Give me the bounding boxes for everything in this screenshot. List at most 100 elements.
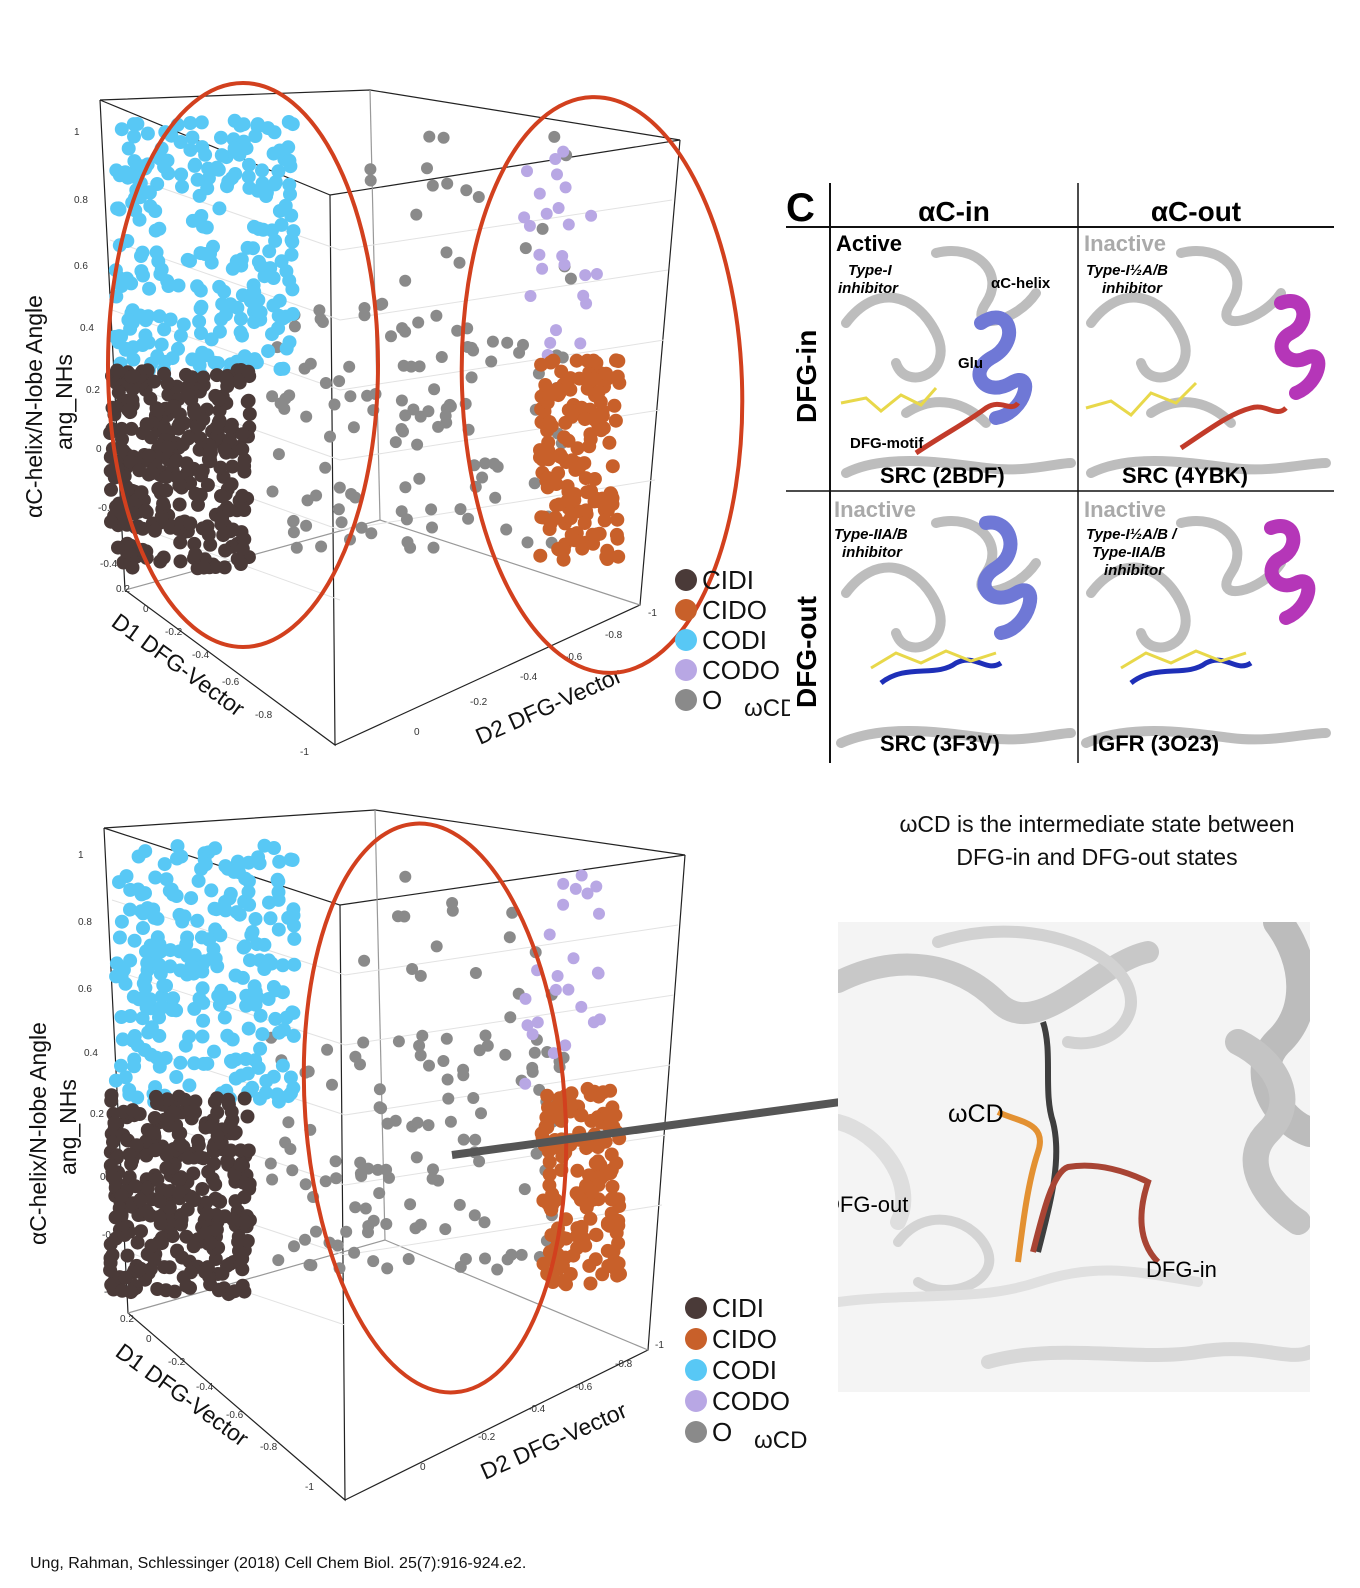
point-o <box>361 389 374 402</box>
point-o <box>404 1198 417 1211</box>
point-codi <box>130 1090 145 1105</box>
point-o <box>319 377 332 389</box>
y-tick: -1 <box>655 1340 664 1351</box>
point-cidi <box>195 1182 210 1196</box>
point-cido <box>588 1156 603 1171</box>
z-tick: 0.4 <box>80 323 94 334</box>
dfg-motif-ribbon <box>1129 657 1253 686</box>
point-o <box>426 1172 439 1185</box>
point-codi <box>138 980 153 995</box>
point-codi <box>282 335 297 350</box>
dfg-in-label: DFG-in <box>1146 1257 1217 1282</box>
point-cido <box>610 369 625 384</box>
point-cido <box>552 449 567 464</box>
inhibitor-label: Type-I½A/B / <box>1086 526 1178 543</box>
z-tick: 0.8 <box>74 195 88 206</box>
point-codi <box>170 839 185 854</box>
point-o <box>354 1167 367 1180</box>
point-codo <box>557 145 570 158</box>
point-cidi <box>170 470 185 485</box>
point-cido <box>583 1276 598 1291</box>
point-o <box>410 208 423 221</box>
point-cidi <box>103 463 118 478</box>
point-codi <box>266 271 281 285</box>
point-o <box>358 302 371 314</box>
point-o <box>405 360 418 373</box>
point-cidi <box>181 431 196 446</box>
point-o <box>528 477 541 490</box>
point-o <box>399 274 412 287</box>
point-cidi <box>194 468 209 483</box>
x-tick: 0.2 <box>120 1314 134 1325</box>
point-codi <box>194 326 208 341</box>
y-tick: -0.2 <box>470 697 488 708</box>
point-cido <box>564 1086 579 1101</box>
point-codi <box>183 142 198 157</box>
point-o <box>428 383 441 396</box>
point-codi <box>111 201 126 216</box>
point-codi <box>134 904 149 919</box>
point-codo <box>551 970 564 982</box>
inhibitor-label: inhibitor <box>1102 280 1163 297</box>
point-cido <box>542 1178 557 1193</box>
point-o <box>367 1214 380 1227</box>
point-cidi <box>235 1251 250 1266</box>
point-cido <box>606 1244 621 1259</box>
point-codi <box>207 1044 221 1059</box>
point-cidi <box>187 405 202 420</box>
y-tick: -0.4 <box>528 1404 546 1415</box>
point-codi <box>214 148 229 163</box>
point-o <box>413 472 426 485</box>
point-o <box>274 397 287 410</box>
point-o <box>329 1155 342 1168</box>
point-o <box>519 242 532 255</box>
point-codi <box>241 1021 256 1036</box>
point-o <box>399 870 412 883</box>
point-cido <box>543 516 558 531</box>
pdb-code: SRC (4YBK) <box>1122 463 1248 488</box>
inhibitor-label: Type-I <box>848 262 892 279</box>
point-cidi <box>148 1143 163 1158</box>
point-codi <box>161 279 176 293</box>
point-codo <box>559 181 572 194</box>
point-o <box>324 430 336 443</box>
point-cidi <box>224 477 239 492</box>
point-codi <box>174 849 189 864</box>
dfg-out-label: DFG-out <box>838 1192 908 1217</box>
point-o <box>287 515 300 528</box>
x-tick-labels: 0.2 0 -0.2 -0.4 -0.6 -0.8 -1 <box>116 584 309 758</box>
point-cido <box>556 552 571 567</box>
point-codi <box>119 271 134 286</box>
point-codo <box>557 877 570 890</box>
point-cidi <box>159 1184 174 1199</box>
point-codo <box>562 218 575 231</box>
point-cidi <box>114 1188 129 1203</box>
point-cidi <box>186 1166 201 1181</box>
point-codi <box>283 1070 298 1085</box>
legend-marker <box>675 599 697 621</box>
point-o <box>389 436 402 449</box>
point-o <box>451 324 464 337</box>
x-tick: 0 <box>143 604 149 615</box>
point-codi <box>190 913 205 928</box>
point-codi <box>114 1058 128 1073</box>
point-codi <box>285 234 300 249</box>
legend-marker <box>675 629 697 651</box>
point-o <box>427 1163 439 1176</box>
point-cidi <box>134 1224 148 1239</box>
point-o <box>454 503 467 516</box>
point-cido <box>605 459 620 474</box>
point-codi <box>157 159 172 174</box>
ligand <box>1120 649 1247 670</box>
point-codi <box>268 1011 283 1026</box>
point-codi <box>118 341 133 356</box>
point-o <box>373 1083 386 1096</box>
point-codi <box>283 852 298 867</box>
x-axis-label: D1 DFG-Vector <box>111 1338 254 1452</box>
point-codi <box>176 317 191 332</box>
point-cidi <box>147 374 162 389</box>
point-codi <box>282 177 297 192</box>
point-cidi <box>104 482 118 497</box>
point-codi <box>244 927 259 942</box>
point-cidi <box>134 485 149 500</box>
